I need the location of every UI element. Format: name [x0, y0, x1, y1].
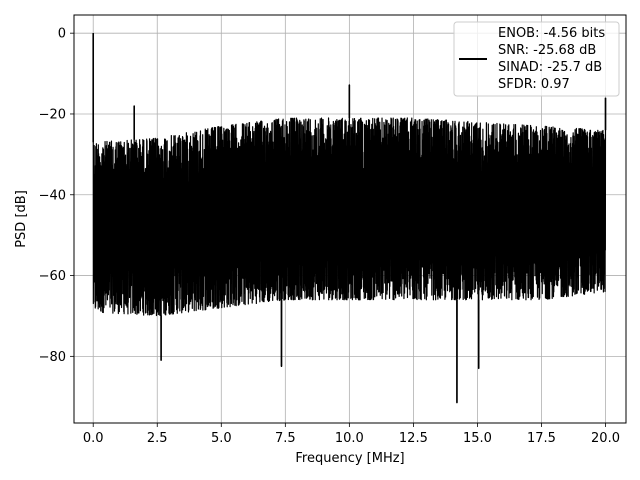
- plot-frame: [73, 14, 627, 424]
- x-axis-ticks: 0.0 2.5 5.0 7.5 10.0 12.5 15.0 17.5 20.0: [83, 423, 620, 446]
- x-tick-label: 20.0: [591, 431, 620, 446]
- legend: ENOB: -4.56 bits SNR: -25.68 dB SINAD: -…: [453, 21, 620, 97]
- x-tick-label: 2.5: [147, 431, 168, 446]
- y-tick-label: −40: [39, 188, 66, 203]
- x-axis-label: Frequency [MHz]: [295, 451, 404, 466]
- y-axis-ticks: 0 −20 −40 −60 −80: [39, 27, 74, 365]
- x-tick-label: 7.5: [275, 431, 296, 446]
- x-tick-label: 12.5: [399, 431, 428, 446]
- legend-line-snr: SNR: -25.68 dB: [498, 43, 596, 58]
- legend-line-sinad: SINAD: -25.7 dB: [498, 60, 602, 75]
- y-tick-label: −60: [39, 269, 66, 284]
- x-tick-label: 15.0: [463, 431, 492, 446]
- legend-box: [453, 21, 620, 97]
- x-tick-label: 5.0: [211, 431, 232, 446]
- legend-line-sfdr: SFDR: 0.97: [498, 77, 570, 92]
- x-tick-label: 10.0: [335, 431, 364, 446]
- y-tick-label: −20: [39, 107, 66, 122]
- y-tick-label: 0: [58, 27, 66, 42]
- legend-line-enob: ENOB: -4.56 bits: [498, 26, 605, 41]
- y-axis-label: PSD [dB]: [14, 190, 29, 248]
- y-tick-label: −80: [39, 350, 66, 365]
- x-tick-label: 0.0: [83, 431, 104, 446]
- series-psd: [92, 33, 607, 404]
- x-tick-label: 17.5: [527, 431, 556, 446]
